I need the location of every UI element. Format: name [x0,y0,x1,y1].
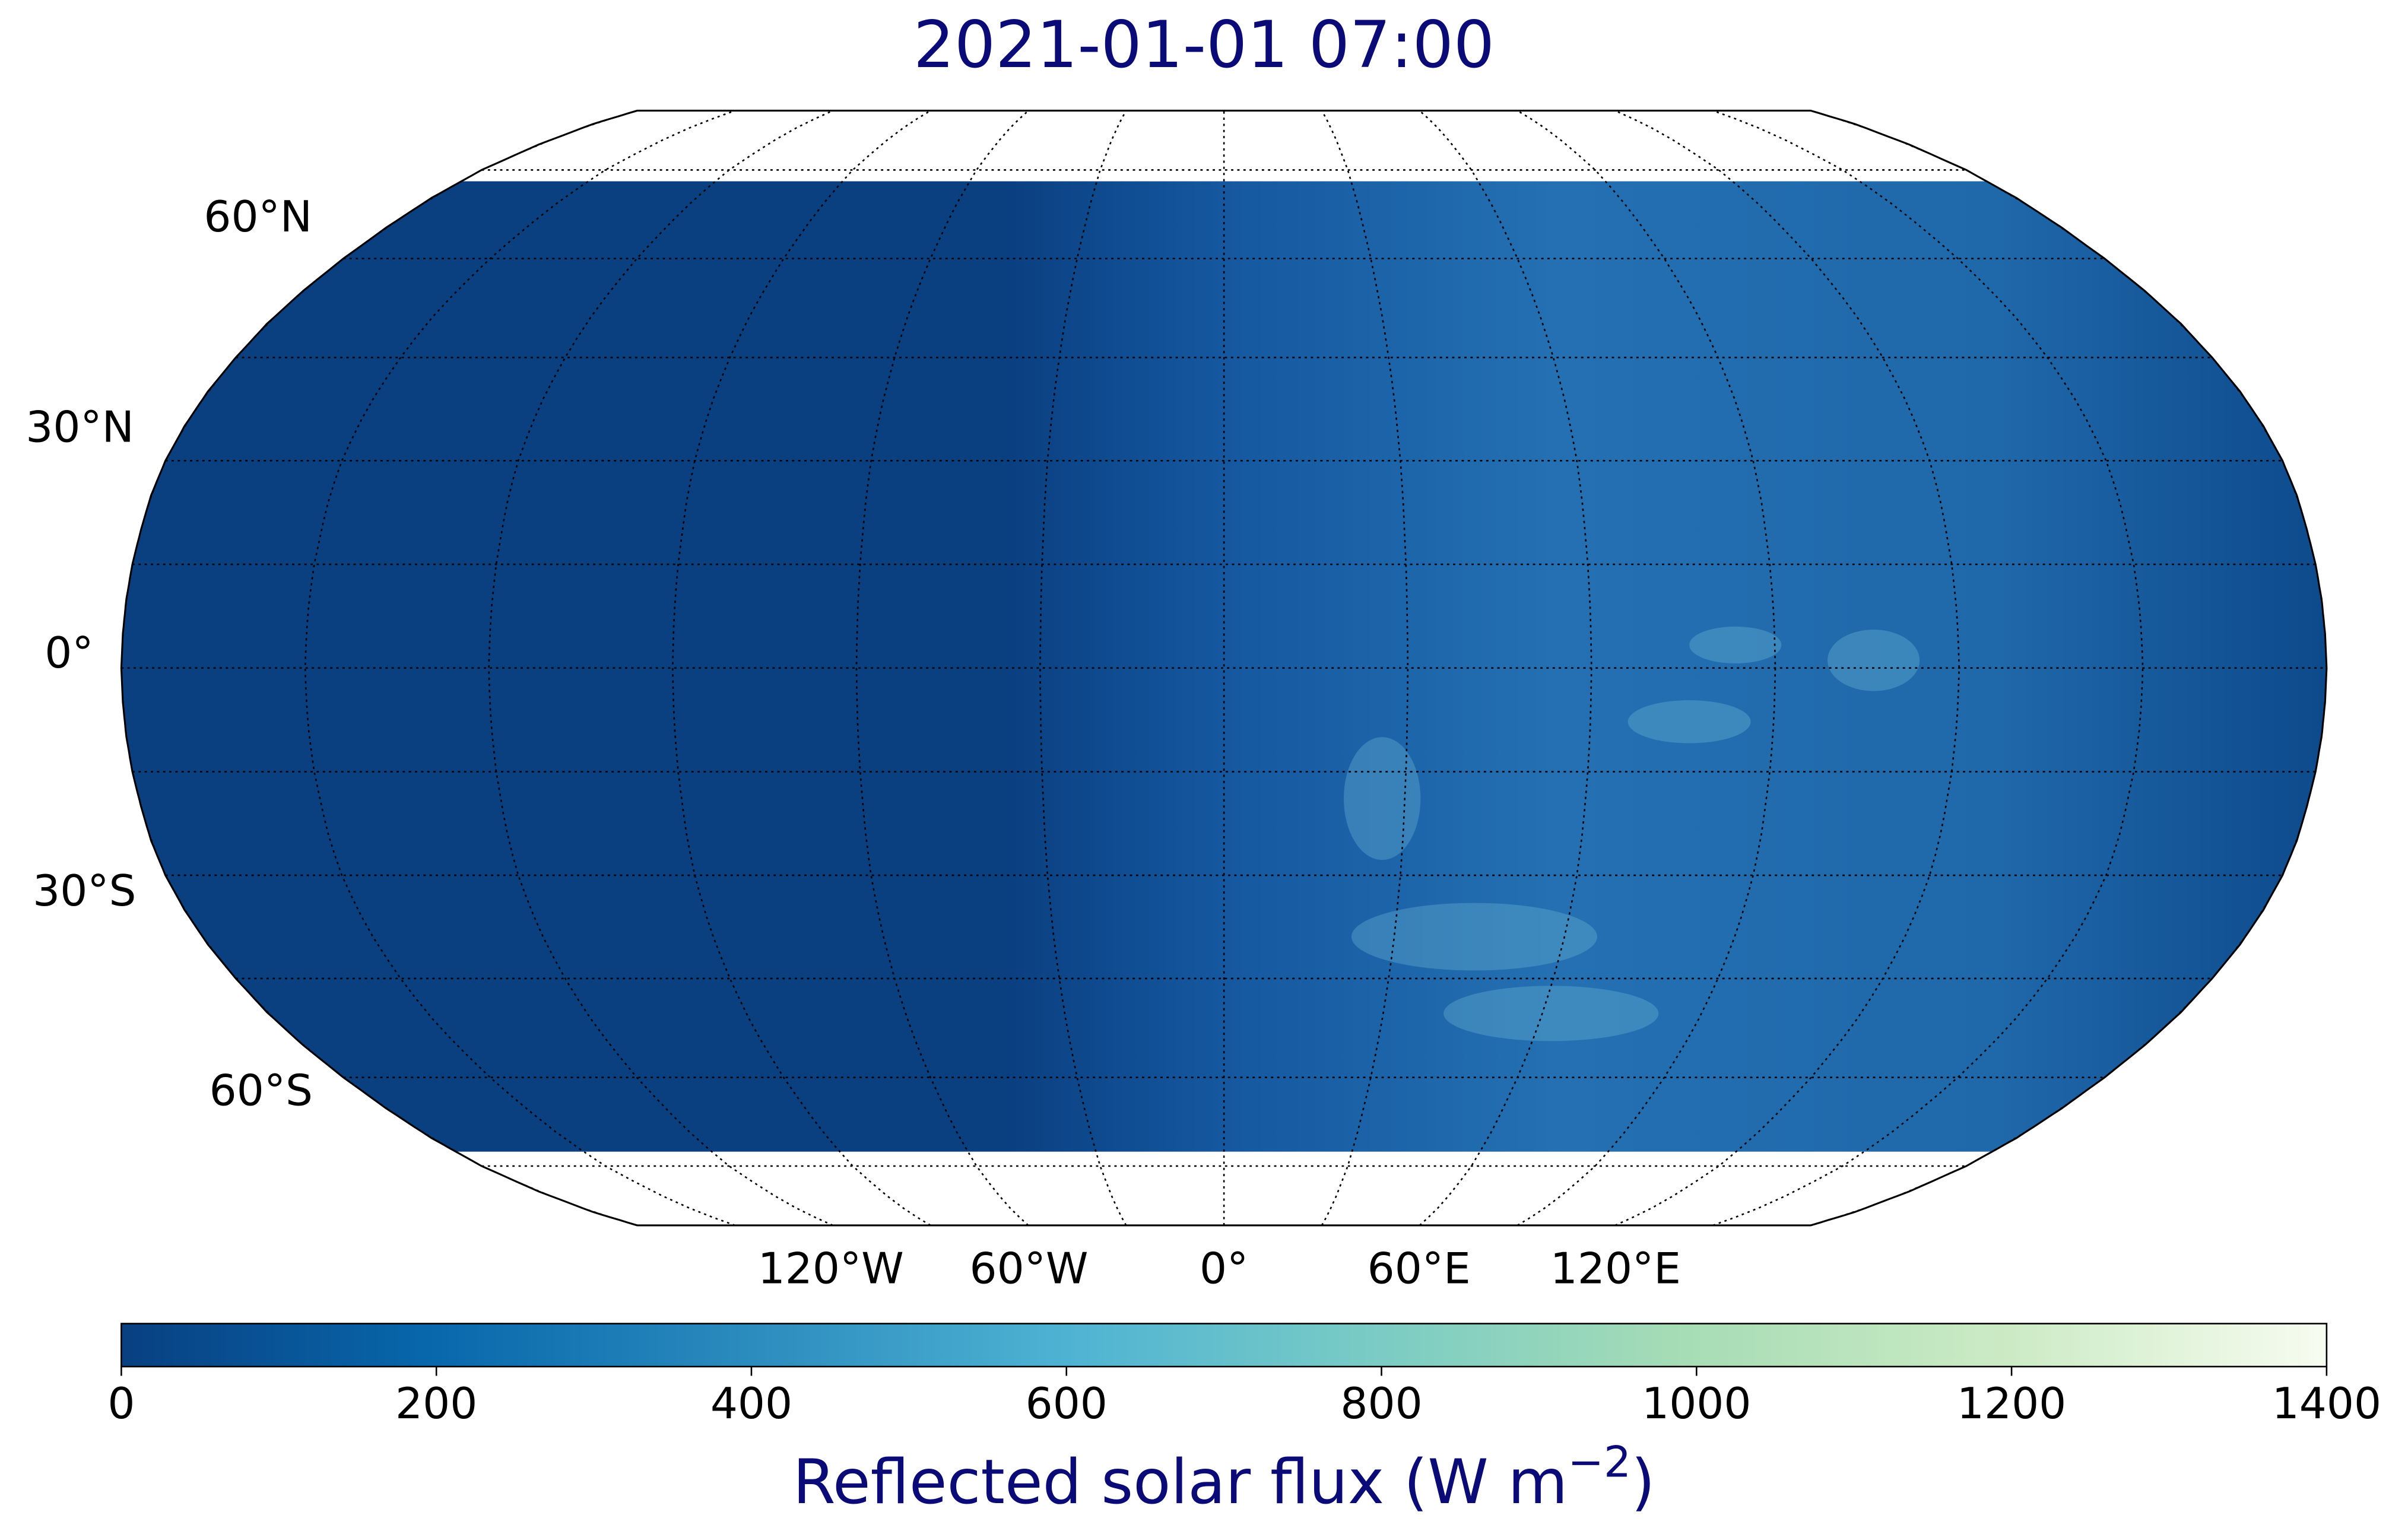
meridian-line [855,110,1029,1225]
colorbar-tick-label: 1400 [2272,1379,2381,1429]
map-border [120,109,2328,1227]
meridian-line [488,110,833,1225]
colorbar-label-superscript: −2 [1568,1438,1631,1488]
cloud-patch [1343,737,1421,860]
colorbar-tick-label: 0 [107,1379,135,1429]
colorbar-tick-label: 800 [1340,1379,1422,1429]
cloud-patch [1689,626,1782,663]
cloud-patch [1827,630,1920,691]
longitude-label: 60°W [970,1244,1089,1294]
meridian-line [1614,110,1960,1225]
colorbar-label: Reflected solar flux (W m−2) [793,1438,1655,1519]
longitude-label: 120°W [758,1244,904,1294]
cloud-patch [1351,903,1597,971]
cloud-patch [1627,700,1751,744]
map: 60°N 30°N 0° 30°S 60°S 120°W 60°W 0° 60°E 120°E [26,109,2328,1294]
colorbar-tick-label: 1000 [1642,1379,1751,1429]
latitude-label: 0° [45,628,93,678]
latitude-label: 60°N [204,192,312,242]
colorbar: 0 200 400 600 800 1000 1200 1400 Reflected solar… [107,1323,2381,1519]
meridian-line [671,110,931,1225]
colorbar-tick-label: 1200 [1957,1379,2066,1429]
longitude-label: 60°E [1368,1244,1471,1294]
latitude-label: 30°N [26,403,134,453]
latitude-label: 30°S [33,866,136,916]
colorbar-tick-label: 200 [395,1379,477,1429]
polar-cap [121,1151,2327,1225]
colorbar-label-tail: ) [1631,1447,1655,1518]
globe-content [121,110,2327,1225]
meridian-line [1516,110,1776,1225]
longitude-label: 0° [1200,1244,1248,1294]
longitude-label: 120°E [1550,1244,1681,1294]
latitude-label: 60°S [210,1066,313,1116]
meridian-line [304,110,735,1225]
colorbar-fill [120,1323,2328,1368]
meridian-line [1419,110,1592,1225]
colorbar-label-text: Reflected solar flux (W m [793,1447,1568,1518]
cloud-patch [1443,986,1659,1041]
title: 2021-01-01 07:00 [913,7,1495,82]
meridian-line [1712,110,2144,1225]
colorbar-tick-label: 400 [710,1379,792,1429]
colorbar-tick-label: 600 [1026,1379,1108,1429]
